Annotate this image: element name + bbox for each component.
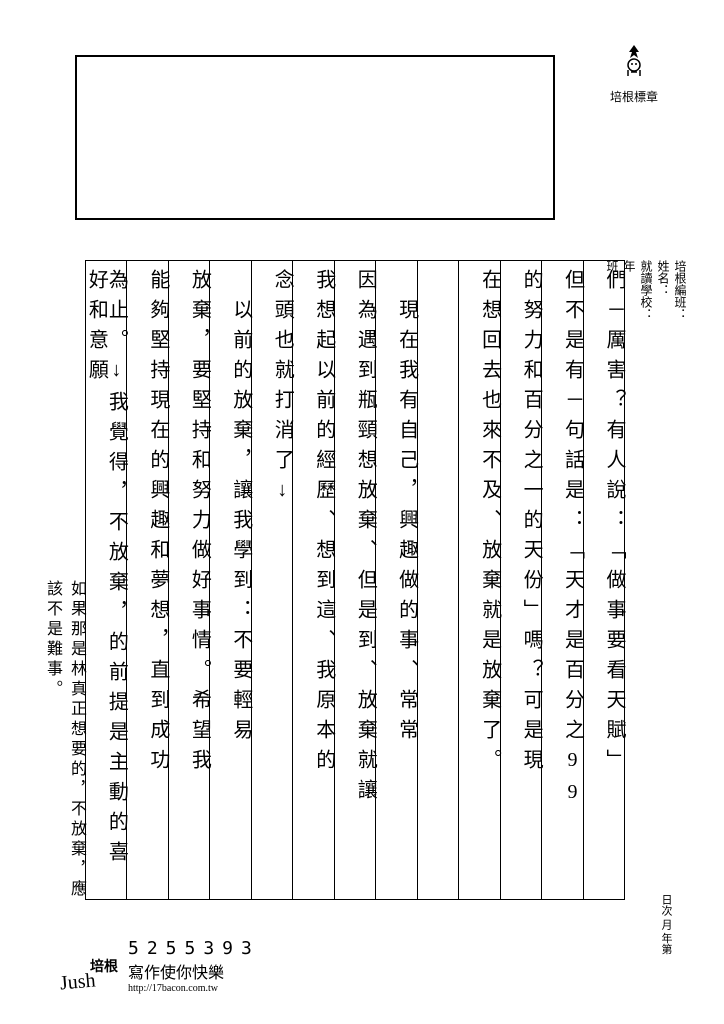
meta-year: 年第 [660, 932, 672, 954]
grid-column: 在想回去也來不及、放棄就是放棄了。 [458, 261, 499, 899]
logo-label: 培根標章 [604, 88, 664, 105]
right-side-labels: 培根編班： 姓名： 就讀學校： 年 班 [604, 260, 689, 900]
label-school: 就讀學校： [638, 260, 655, 860]
label-name: 姓名： [655, 260, 672, 860]
grid-column: 能夠堅持現在的興趣和夢想，直到成功 [126, 261, 167, 899]
footer-url: http://17bacon.com.tw [128, 983, 260, 994]
label-class: 培根編班： [672, 260, 689, 860]
manuscript-grid: 們－厲害？有人說：「做事要看天賦」 但不是有－句話是：「天才是百分之99 的努力… [85, 260, 625, 900]
grid-column [417, 261, 458, 899]
grid-column: 為止。↓我覺得，不放棄，的前提是主動的喜好和意願 [86, 261, 126, 899]
grid-column: 念頭也就打消了↓ [251, 261, 292, 899]
footer-number: 5255393 [128, 938, 260, 959]
comment-box [75, 55, 555, 220]
grid-column: 但不是有－句話是：「天才是百分之99 [541, 261, 582, 899]
logo-area: 培根標章 [604, 40, 664, 105]
label-class2: 班 [604, 260, 621, 860]
grid-column: 放棄，要堅持和努力做好事情。希望我 [168, 261, 209, 899]
label-year: 年 [621, 260, 638, 860]
grid-column: 以前的放棄，讓我學到：不要輕易 [209, 261, 250, 899]
footer-slogan: 寫作使你快樂 [128, 959, 260, 983]
meta-date: 日次 [660, 894, 672, 916]
teacher-annotation: 如果那是林真正想要的，不放棄，應該不是難事。 [40, 580, 88, 910]
grid-column: 現在我有自己，興趣做的事、常常 [375, 261, 416, 899]
meta-month: 月 [660, 918, 672, 929]
footer: 培根 5255393 寫作使你快樂 http://17bacon.com.tw [90, 938, 260, 994]
grid-column: 我想起以前的經歷、想到這、我原本的 [292, 261, 333, 899]
footer-brand: 培根 [90, 956, 118, 976]
date-meta: 日次 月 年第 [658, 894, 674, 955]
grid-column: 的努力和百分之一的天份」嗎？可是現 [500, 261, 541, 899]
mascot-icon [604, 40, 664, 86]
grid-column: 因為遇到瓶頸想放棄、但是到、放棄就讓 [334, 261, 375, 899]
